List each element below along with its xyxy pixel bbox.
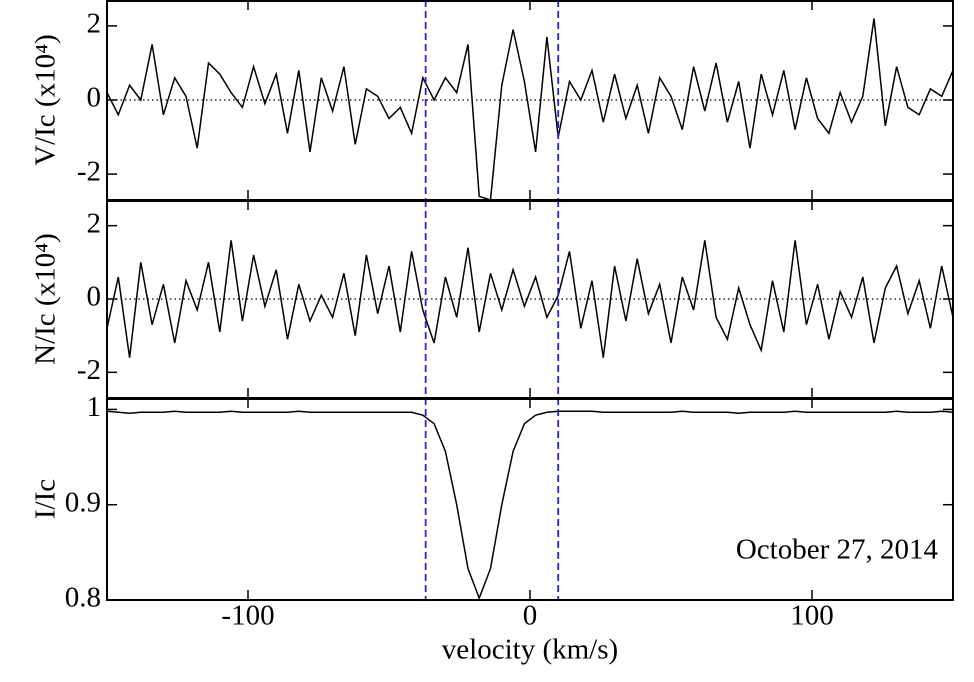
y-tick-label: -2: [77, 156, 101, 188]
y-tick-label: 0: [87, 281, 102, 313]
y-tick-label: 2: [87, 207, 102, 239]
annotation: October 27, 2014: [736, 534, 939, 566]
x-tick-label: 100: [790, 600, 834, 632]
y-tick-label: 2: [87, 8, 102, 40]
y-tick-label: 0.9: [65, 486, 101, 518]
plot-frame: [106, 398, 954, 601]
y-tick-label: 1: [87, 391, 102, 423]
y-tick-label: 0.8: [65, 582, 101, 614]
y-axis-label: V/Ic (x10⁴): [30, 34, 62, 166]
y-tick-label: 0: [87, 82, 102, 114]
data-line: [107, 18, 953, 200]
y-axis-label: N/Ic (x10⁴): [30, 233, 62, 365]
y-tick-label: -2: [77, 354, 101, 386]
x-tick-label: 0: [523, 600, 538, 632]
data-line: [107, 410, 953, 600]
x-axis-label: velocity (km/s): [442, 634, 618, 666]
data-line: [107, 240, 953, 358]
y-axis-label: I/Ic: [30, 479, 62, 519]
x-tick-label: -100: [221, 600, 274, 632]
